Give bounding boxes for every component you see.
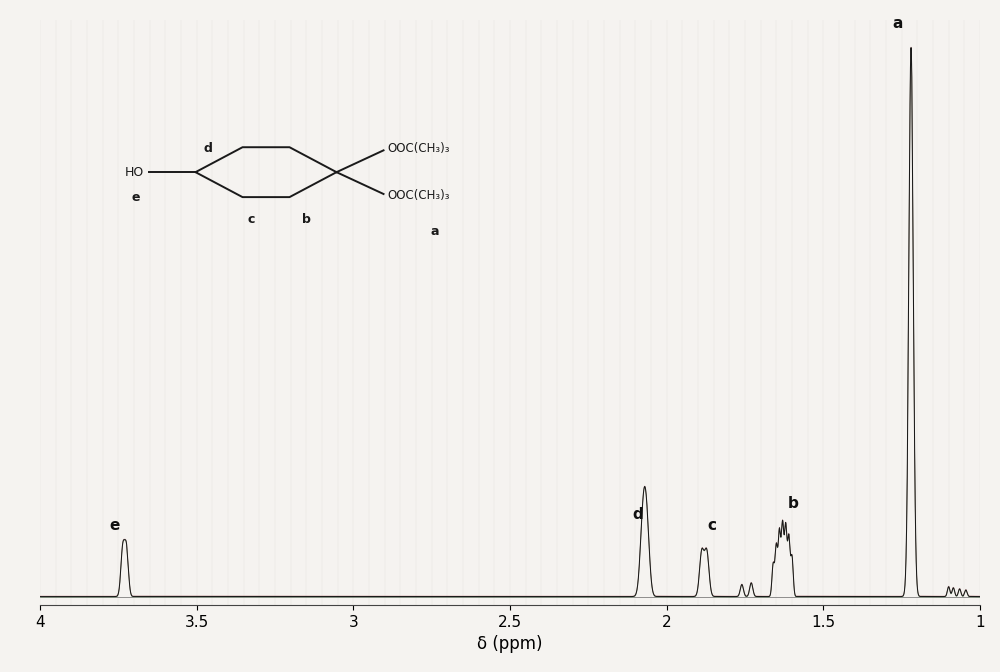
Text: b: b [787, 497, 798, 511]
Text: e: e [109, 518, 119, 534]
Text: a: a [892, 16, 903, 31]
X-axis label: δ (ppm): δ (ppm) [477, 635, 543, 653]
Text: d: d [632, 507, 643, 522]
Text: c: c [708, 518, 717, 534]
